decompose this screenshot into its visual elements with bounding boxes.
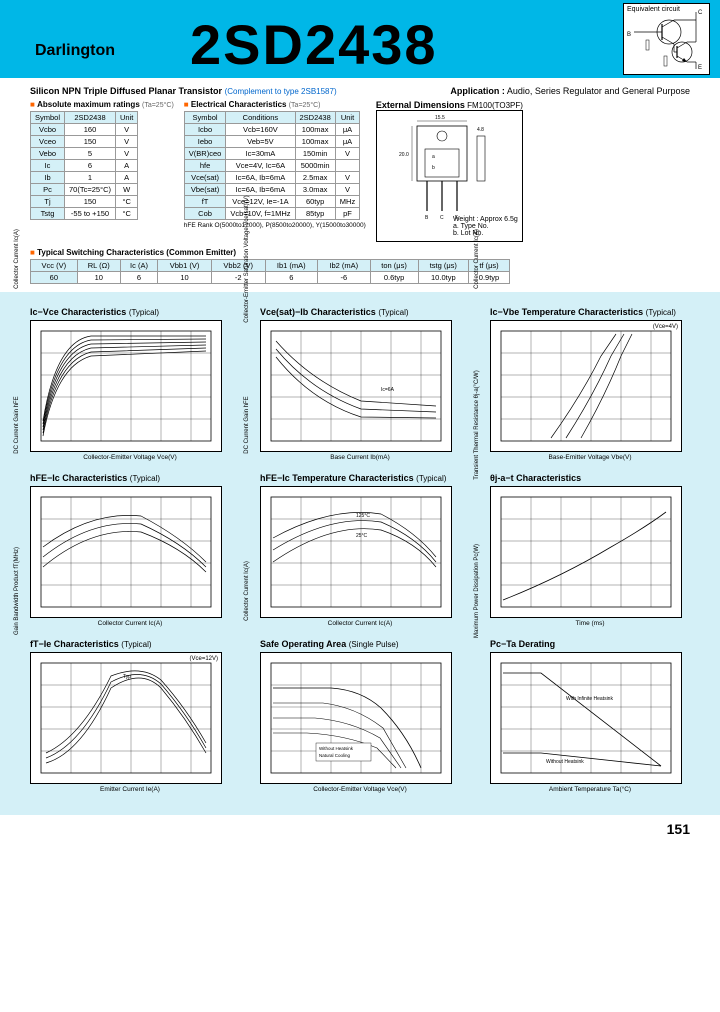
abs-max-block: ■ Absolute maximum ratings (Ta=25°C) Sym… (30, 100, 174, 242)
chart-block: θj-a−t Characteristics Transient Thermal… (490, 473, 690, 627)
elec-table: SymbolConditions2SD2438UnitIcboVcb=160V1… (184, 111, 360, 220)
svg-text:Ic=6A: Ic=6A (381, 387, 395, 393)
chart-block: Vce(sat)−Ib Characteristics (Typical)Col… (260, 307, 460, 461)
weight-text: Weight : Approx 6.5g (453, 216, 518, 223)
chart-block: fT−Ie Characteristics (Typical)Gain Band… (30, 639, 230, 793)
svg-text:E: E (698, 65, 702, 71)
chart-block: Safe Operating Area (Single Pulse)Collec… (260, 639, 460, 793)
abs-max-table: Symbol2SD2438UnitVcbo160VVceo150VVebo5VI… (30, 111, 138, 220)
chart-block: hFE−Ic Characteristics (Typical)DC Curre… (30, 473, 230, 627)
page-number: 151 (0, 815, 720, 843)
dimensions-title: External Dimensions (376, 100, 465, 110)
svg-text:4.8: 4.8 (477, 127, 484, 133)
svg-text:125°C: 125°C (356, 513, 370, 519)
package-drawing: a b B C E 15.5 20.0 4.8 Weight : App (376, 110, 523, 242)
application-label: Application : (450, 86, 505, 96)
svg-text:C: C (440, 215, 444, 221)
elec-block: ■ Electrical Characteristics (Ta=25°C) S… (184, 100, 366, 242)
svg-text:C: C (698, 10, 703, 16)
note-a: a. Type No. (453, 223, 518, 230)
charts-section: Ic−Vce Characteristics (Typical)Collecto… (0, 292, 720, 815)
part-number-title: 2SD2438 (190, 12, 438, 77)
switching-table: Vcc (V)RL (Ω)Ic (A)Vbb1 (V)Vbb2 (V)Ib1 (… (30, 259, 510, 284)
elec-title: Electrical Characteristics (191, 100, 287, 109)
chart-block: Ic−Vce Characteristics (Typical)Collecto… (30, 307, 230, 461)
complement-note: (Complement to type 2SB1587) (225, 87, 337, 96)
chart-block: Pc−Ta Derating Maximum Power Dissipation… (490, 639, 690, 793)
equivalent-circuit-box: Equivalent circuit C B E (623, 3, 710, 75)
circuit-label: Equivalent circuit (627, 6, 680, 13)
svg-text:Natural Cooling: Natural Cooling (319, 753, 351, 758)
application-text: Audio, Series Regulator and General Purp… (507, 86, 690, 96)
specs-section: Silicon NPN Triple Diffused Planar Trans… (0, 78, 720, 292)
svg-text:B: B (425, 215, 429, 221)
note-b: b. Lot No. (453, 230, 518, 237)
svg-text:B: B (627, 32, 631, 38)
dimensions-block: External Dimensions FM100(TO3PF) a b B C… (376, 100, 526, 242)
svg-text:With Infinite Heatsink: With Infinite Heatsink (566, 696, 613, 702)
rank-note: hFE Rank O(5000to12000), P(8500to20000),… (184, 222, 366, 229)
header-banner: Darlington 2SD2438 Equivalent circuit C … (0, 0, 720, 78)
circuit-diagram-icon: C B E (624, 4, 709, 74)
chart-block: hFE−Ic Temperature Characteristics (Typi… (260, 473, 460, 627)
switching-block: ■ Typical Switching Characteristics (Com… (30, 248, 510, 284)
chart-block: Ic−Vbe Temperature Characteristics (Typi… (490, 307, 690, 461)
svg-text:a: a (432, 154, 435, 160)
switching-title: Typical Switching Characteristics (Commo… (37, 248, 236, 257)
device-description: Silicon NPN Triple Diffused Planar Trans… (30, 86, 222, 96)
svg-text:Without Heatsink: Without Heatsink (546, 759, 584, 765)
svg-text:Typ: Typ (123, 674, 131, 680)
svg-text:Without Heatsink: Without Heatsink (319, 746, 354, 751)
svg-text:b: b (432, 165, 435, 171)
category-label: Darlington (35, 42, 115, 60)
svg-text:20.0: 20.0 (399, 152, 409, 158)
abs-max-title: Absolute maximum ratings (37, 100, 140, 109)
package-name: FM100(TO3PF) (467, 101, 523, 110)
svg-text:15.5: 15.5 (435, 115, 445, 121)
svg-text:25°C: 25°C (356, 533, 368, 539)
